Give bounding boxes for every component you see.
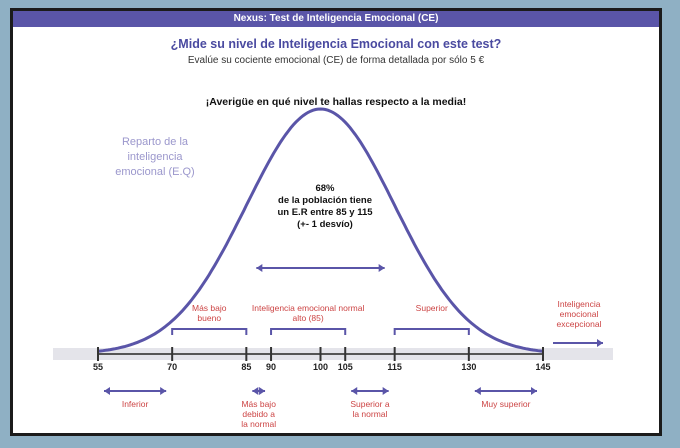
x-tick-label: 100 bbox=[313, 362, 328, 372]
band-upper-label: alto (85) bbox=[293, 313, 324, 323]
band-lower-label: Más bajo bbox=[241, 399, 276, 409]
band-lower-arrow-head-right bbox=[531, 387, 537, 395]
x-tick-label: 55 bbox=[93, 362, 103, 372]
x-tick-label: 130 bbox=[461, 362, 476, 372]
band-lower-label: la normal bbox=[352, 409, 387, 419]
band-lower-arrow-head-left bbox=[351, 387, 358, 395]
band-lower-label: Muy superior bbox=[481, 399, 530, 409]
band-lower-arrow-head-left bbox=[252, 387, 259, 395]
distribution-title-line: Reparto de la bbox=[121, 136, 189, 148]
x-tick-label: 70 bbox=[167, 362, 177, 372]
sd-range-arrow-head-left bbox=[256, 264, 263, 272]
center-note-line: un E.R entre 85 y 115 bbox=[277, 207, 373, 218]
center-note-line: 68% bbox=[315, 183, 335, 194]
band-upper-label: Superior bbox=[416, 303, 448, 313]
band-upper-bracket bbox=[171, 328, 248, 335]
distribution-title: Reparto de la inteligencia emocional (E.… bbox=[85, 135, 225, 180]
app-window: Nexus: Test de Inteligencia Emocional (C… bbox=[10, 8, 662, 436]
normal-curve bbox=[97, 107, 544, 353]
band-lower-arrow-head-right bbox=[382, 387, 389, 395]
x-tick-label: 85 bbox=[241, 362, 251, 372]
band-lower-label: la normal bbox=[241, 419, 276, 429]
band-upper-bracket bbox=[270, 328, 347, 335]
band-upper-label: Inteligencia emocional normal bbox=[252, 303, 365, 313]
center-note-line: (+- 1 desvío) bbox=[297, 219, 353, 230]
sd-range-arrow-head-right bbox=[378, 264, 385, 272]
x-tick-label: 145 bbox=[535, 362, 550, 372]
band-upper-label: emocional bbox=[560, 309, 599, 319]
page-subheadline: Evalúe su cociente emocional (CE) de for… bbox=[187, 55, 485, 66]
band-upper-label: Más bajo bbox=[192, 303, 227, 313]
band-lower-arrow-head-right bbox=[160, 387, 167, 395]
band-upper-label: Inteligencia bbox=[557, 299, 600, 309]
x-tick-label: 90 bbox=[266, 362, 276, 372]
distribution-title-line: inteligencia bbox=[127, 151, 183, 163]
band-upper-arrow-head bbox=[597, 339, 603, 347]
center-note: 68% de la población tiene un E.R entre 8… bbox=[255, 183, 395, 231]
band-lower-label: debido a bbox=[242, 409, 275, 419]
x-tick-label: 105 bbox=[338, 362, 353, 372]
band-lower-arrow-head-left bbox=[104, 387, 110, 395]
band-upper-label: bueno bbox=[197, 313, 221, 323]
window-title: Nexus: Test de Inteligencia Emocional (C… bbox=[13, 11, 659, 27]
band-lower-arrow-head-left bbox=[474, 387, 481, 395]
band-lower-arrow-head-right bbox=[259, 387, 266, 395]
x-tick-label: 115 bbox=[387, 362, 402, 372]
band-lower-label: Inferior bbox=[122, 399, 149, 409]
band-upper-label: excepcional bbox=[557, 319, 602, 329]
center-note-line: de la población tiene bbox=[278, 195, 372, 206]
band-lower-label: Superior a bbox=[350, 399, 389, 409]
band-upper-bracket bbox=[393, 328, 470, 335]
page-headline: ¿Mide su nivel de Inteligencia Emocional… bbox=[170, 37, 502, 51]
question-text: ¡Averigüe en qué nivel te hallas respect… bbox=[205, 96, 467, 108]
distribution-title-line: emocional (E.Q) bbox=[115, 166, 195, 178]
